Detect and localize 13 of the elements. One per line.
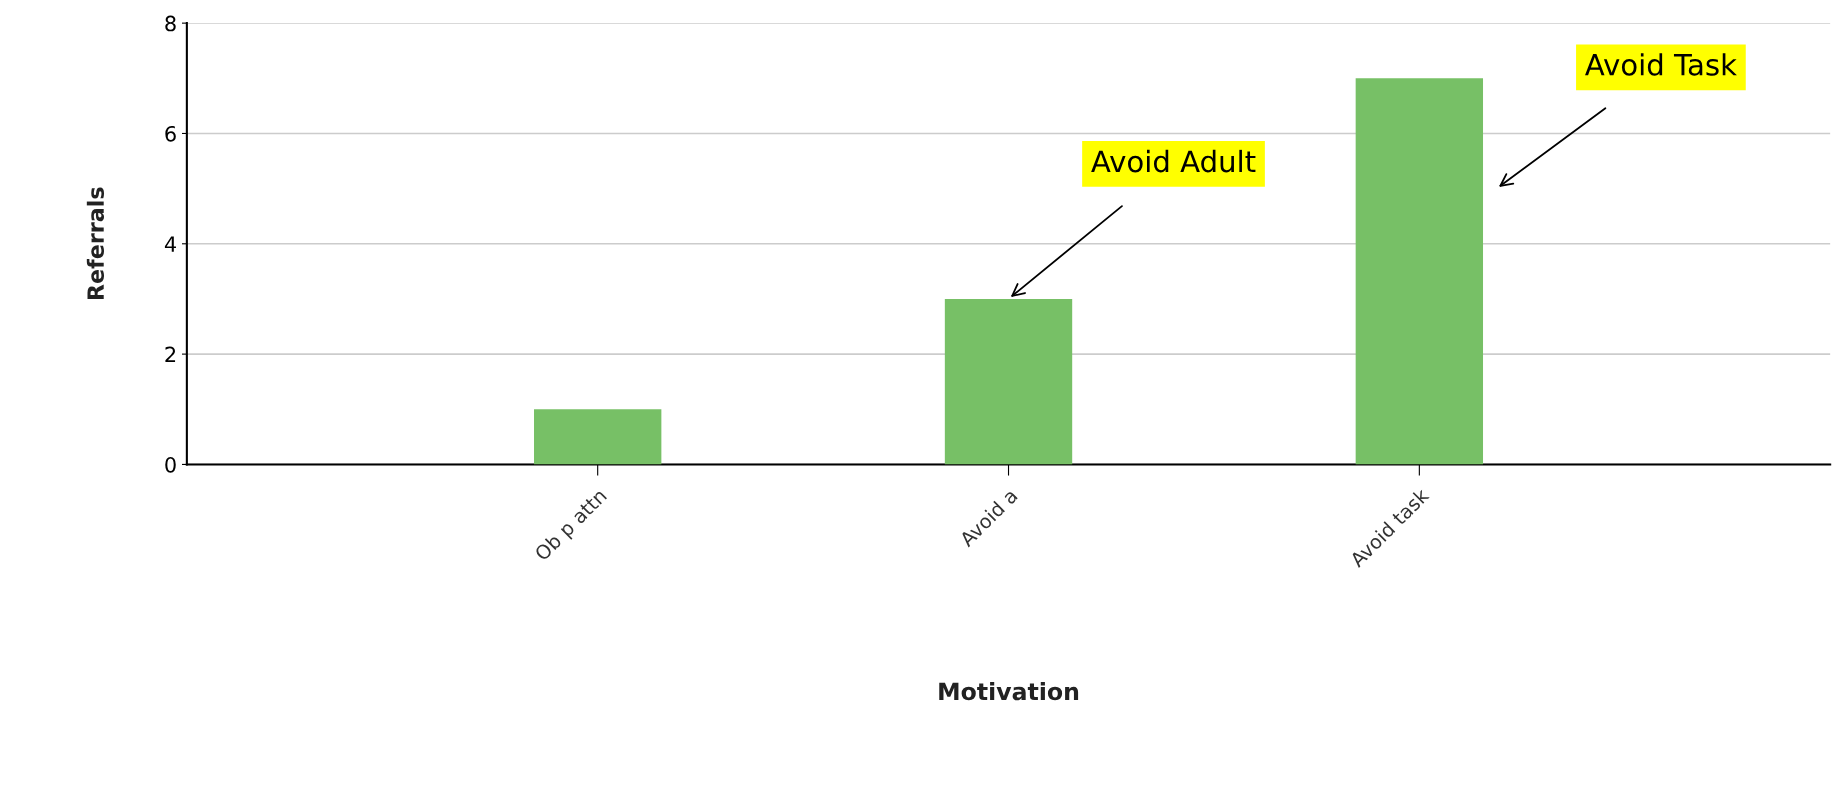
y-tick-label: 6	[165, 125, 176, 142]
bar	[1355, 78, 1484, 465]
y-tick-label: 0	[165, 456, 176, 473]
y-axis-title: Referrals	[86, 187, 105, 300]
annotation: Avoid Adult	[1091, 149, 1256, 173]
y-tick-label: 2	[165, 346, 176, 363]
x-tick-label: Ob p attn	[533, 487, 610, 565]
bar	[944, 298, 1073, 465]
x-axis-title: Motivation	[939, 682, 1079, 701]
y-tick-label: 8	[165, 15, 176, 32]
y-tick-label: 4	[164, 236, 176, 252]
bar	[534, 409, 662, 465]
annotation: Avoid Task	[1585, 53, 1737, 76]
